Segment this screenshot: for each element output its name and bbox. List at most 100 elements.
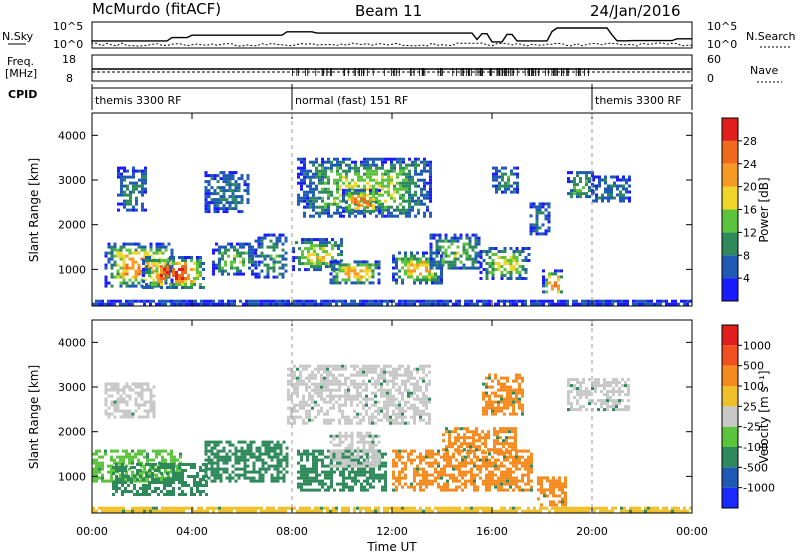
heatmap-cell-18 [110,299,113,303]
heatmap-cell-1 [148,469,151,472]
heatmap-cell-4 [326,409,329,413]
heatmap-cell-13 [516,184,519,188]
heatmap-cell-5 [378,473,381,477]
heatmap-cell-18 [317,302,320,306]
heatmap-cell-8 [454,439,457,443]
heatmap-cell-8 [375,166,378,170]
heatmap-cell-3 [266,266,270,270]
heatmap-cell-12 [491,247,495,250]
heatmap-cell-5 [363,485,366,489]
heatmap-cell-18 [185,302,188,306]
heatmap-cell-3 [143,400,147,404]
heatmap-cell-8 [414,193,417,197]
heatmap-cell-0 [164,467,167,471]
heatmap-cell-8 [318,205,321,209]
heatmap-cell-18 [371,302,374,306]
heatmap-cell-3 [140,397,144,401]
heatmap-cell-6 [377,461,381,465]
heatmap-cell-5 [204,174,208,178]
heatmap-cell-2 [218,260,221,264]
heatmap-cell-0 [158,248,162,252]
heatmap-cell-0 [107,245,111,249]
heatmap-cell-7 [356,281,360,285]
heatmap-cell-3 [125,403,129,407]
heatmap-cell-4 [410,373,413,377]
heatmap-cell-0 [113,275,117,279]
heatmap-cell-1 [178,256,181,259]
heatmap-cell-2 [251,248,254,252]
heatmap-cell-18 [599,302,602,306]
heatmap-cell-11 [471,257,475,261]
heatmap-cell-4 [335,379,338,383]
heatmap-cell-7 [518,449,521,453]
heatmap-cell-13 [501,166,504,170]
heatmap-cell-2 [279,449,283,453]
heatmap-cell-1 [172,271,175,274]
heatmap-cell-3 [146,382,150,386]
heatmap-cell-8 [429,181,432,185]
heatmap-cell-3 [152,415,156,419]
heatmap-cell-0 [104,251,108,255]
heatmap-cell-9 [491,391,494,395]
heatmap-cell-4 [329,382,332,386]
heatmap-cell-8 [381,193,384,197]
heatmap-cell-18 [575,302,578,306]
heatmap-cell-4 [120,175,123,179]
heatmap-cell-4 [344,367,347,371]
heatmap-cell-1 [181,493,184,496]
heatmap-cell-4 [347,415,350,419]
heatmap-cell-8 [348,211,351,215]
heatmap-cell-7 [509,473,512,477]
heatmap-cell-11 [474,260,478,264]
heatmap-cell-5 [237,201,241,205]
heatmap-cell-4 [365,382,368,386]
heatmap-cell-0 [137,263,141,267]
heatmap-cell-4 [359,412,362,416]
heatmap-cell-6 [356,440,360,444]
heatmap-cell-5 [357,479,360,483]
heatmap-cell-8 [327,157,330,161]
heatmap-cell-8 [309,178,312,182]
heatmap-cell-8 [348,157,351,161]
heatmap-cell-7 [347,275,351,279]
heatmap-cell-7 [494,485,497,489]
heatmap-cell-18 [605,302,608,306]
heatmap-cell-9 [363,194,366,198]
heatmap-cell-14 [529,229,533,233]
heatmap-cell-4 [356,373,359,377]
heatmap-cell-5 [222,204,226,208]
heatmap-cell-11 [450,251,454,255]
heatmap-cell-17 [607,199,610,203]
heatmap-cell-7 [365,266,369,270]
heatmap-cell-7 [461,458,464,462]
heatmap-cell-0 [149,248,153,252]
heatmap-cell-4 [419,400,422,404]
heatmap-cell-12 [506,262,510,265]
heatmap-cell-4 [323,418,326,422]
heatmap-cell-7 [446,488,449,492]
heatmap-cell-4 [120,166,123,170]
heatmap-cell-11 [477,242,481,246]
heatmap-cell-7 [452,479,455,483]
heatmap-cell-4 [138,169,141,173]
heatmap-cell-18 [101,299,104,303]
heatmap-cell-7 [392,449,395,453]
heatmap-cell-4 [129,202,132,206]
heatmap-cell-2 [212,251,215,255]
heatmap-cell-4 [350,382,353,386]
heatmap-cell-14 [547,220,551,224]
heatmap-cell-4 [368,370,371,374]
heatmap-cell-4 [368,418,371,422]
heatmap-cell-18 [542,299,545,303]
heatmap-cell-18 [530,302,533,306]
heatmap-cell-8 [487,430,490,434]
heatmap-cell-4 [338,388,341,392]
heatmap-cell-8 [411,208,414,212]
heatmap-cell-7 [461,455,464,459]
heatmap-cell-2 [249,452,253,456]
heatmap-cell-18 [536,299,539,303]
heatmap-cell-8 [402,157,405,161]
heatmap-cell-4 [329,421,332,425]
heatmap-cell-5 [300,470,303,474]
